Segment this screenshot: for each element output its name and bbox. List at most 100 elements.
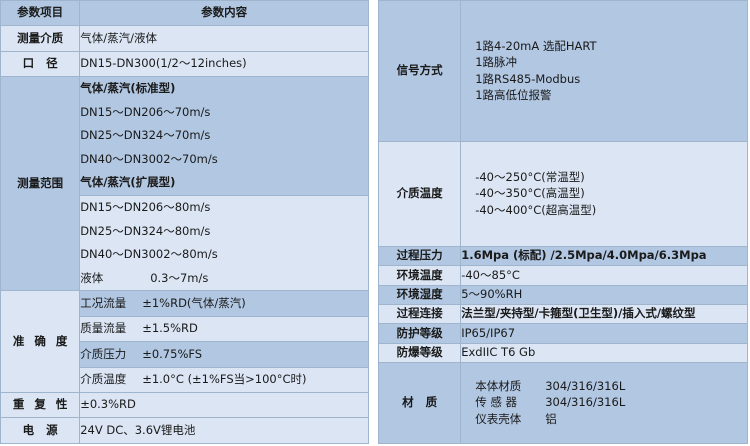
medium-temp-line-2: -40～400°C(超高温型)	[475, 202, 597, 217]
range-line-5-value: 6～80m/s	[155, 200, 211, 215]
table-row-medium-temp: 介质温度 -40～250°C(常温型) -40～350°C(高温型) -40～4…	[377, 141, 748, 247]
row-label-medium: 测量介质	[0, 25, 81, 52]
row-value-ambient-temp: -40～85°C	[460, 265, 748, 286]
row-value-medium-temp: -40～250°C(常温型) -40～350°C(高温型) -40～400°C(…	[460, 141, 748, 247]
signal-line-1: 1路脉冲	[475, 55, 518, 69]
range-line-1-value: 6～70m/s	[155, 104, 211, 119]
range-line-3-value: 2～70m/s	[163, 151, 218, 166]
material-line-2-value: 铝	[545, 411, 557, 426]
range-line-8: 液体 0.3～7m/s	[79, 266, 369, 292]
row-value-process-pressure: 1.6Mpa (标配) /2.5Mpa/4.0Mpa/6.3Mpa	[460, 245, 748, 267]
accuracy-line-2-value: ±0.75%FS	[142, 346, 203, 361]
left-spec-table-wrapper: 参数项目 参数内容 测量介质 气体/蒸汽/液体 口 径 DN15-DN300(1…	[0, 0, 369, 444]
table-row-range-2: DN15～DN206～70m/s	[1, 101, 369, 125]
range-line-7-value: 2～80m/s	[163, 247, 218, 262]
accuracy-line-0-key: 工况流量	[80, 295, 127, 310]
range-line-5: DN15～DN206～80m/s	[79, 194, 369, 220]
row-label-protection-grade: 防护等级	[377, 323, 462, 344]
table-row-process-connection: 过程连接 法兰型/夹持型/卡箍型(卫生型)/插入式/螺纹型	[377, 303, 748, 325]
range-line-8-value: 0.3～7m/s	[150, 270, 209, 285]
accuracy-line-2-key: 介质压力	[80, 346, 127, 361]
range-line-6-value: 4～80m/s	[155, 223, 211, 238]
table-row-accuracy-1: 准 确 度 工况流量 ±1%RD(气体/蒸汽)	[0, 290, 369, 394]
row-value-signal: 1路4-20mA 选配HART 1路脉冲 1路RS485-Modbus 1路高低…	[460, 0, 748, 142]
right-spec-table: 信号方式 1路4-20mA 选配HART 1路脉冲 1路RS485-Modbus…	[377, 0, 748, 444]
accuracy-line-1-key: 质量流量	[80, 321, 127, 336]
row-label-ambient-humidity: 环境湿度	[377, 284, 462, 305]
range-line-7: DN40～DN3002～80m/s	[79, 243, 369, 267]
range-line-2-value: 4～70m/s	[155, 128, 211, 143]
table-row-range-8: DN40～DN3002～80m/s	[1, 243, 369, 267]
accuracy-line-0-value: ±1%RD(气体/蒸汽)	[142, 295, 246, 310]
range-line-3: DN40～DN3002～70m/s	[79, 147, 369, 172]
row-value-size: DN15-DN300(1/2～12inches)	[79, 50, 369, 78]
signal-line-0: 1路4-20mA 选配HART	[475, 38, 597, 53]
accuracy-line-1: 质量流量 ±1.5%RD	[79, 315, 369, 343]
table-row-ambient-temp: 环境温度 -40～85°C	[377, 265, 748, 286]
range-line-6-key: DN25～DN32	[80, 223, 156, 238]
range-line-0: 气体/蒸汽(标准型)	[79, 76, 369, 102]
accuracy-line-0: 工况流量 ±1%RD(气体/蒸汽)	[79, 290, 369, 317]
table-row-process-pressure: 过程压力 1.6Mpa (标配) /2.5Mpa/4.0Mpa/6.3Mpa	[377, 245, 748, 267]
range-line-2-key: DN25～DN32	[80, 128, 156, 143]
accuracy-line-3: 介质温度 ±1.0°C (±1%FS当>100°C时)	[79, 366, 369, 394]
table-row-range-7: DN25～DN324～80m/s	[1, 219, 369, 244]
table-row-range-3: DN25～DN324～70m/s	[1, 124, 369, 148]
row-label-medium-temp: 介质温度	[377, 141, 462, 247]
material-line-1: 传 感 器 304/316/316L	[475, 395, 747, 412]
table-row-ambient-humidity: 环境湿度 5～90%RH	[377, 284, 748, 305]
table-row-accuracy-3: 介质压力 ±0.75%FS	[1, 341, 369, 368]
row-label-size: 口 径	[0, 50, 81, 78]
table-row-power: 电 源 24V DC、3.6V锂电池	[0, 417, 369, 444]
table-row-material: 材 质 本体材质 304/316/316L 传 感 器 304/316/316L 仪…	[377, 362, 748, 444]
table-row-explosion-grade: 防爆等级 ExdIIC T6 Gb	[377, 342, 748, 364]
row-label-accuracy: 准 确 度	[0, 290, 81, 394]
row-value-explosion-grade: ExdIIC T6 Gb	[460, 342, 748, 364]
material-line-0-key: 本体材质	[475, 378, 522, 393]
accuracy-line-2: 介质压力 ±0.75%FS	[79, 341, 369, 368]
accuracy-line-1-value: ±1.5%RD	[142, 321, 198, 336]
range-line-1: DN15～DN206～70m/s	[79, 101, 369, 125]
row-value-protection-grade: IP65/IP67	[460, 323, 748, 344]
table-row-header: 参数项目 参数内容	[0, 0, 369, 27]
table-row-range-1: 测量范围 气体/蒸汽(标准型)	[0, 76, 369, 292]
row-label-signal: 信号方式	[377, 0, 462, 142]
material-line-1-key: 传 感 器	[475, 395, 518, 410]
range-line-2: DN25～DN324～70m/s	[79, 124, 369, 148]
range-line-1-key: DN15～DN20	[80, 104, 156, 119]
row-label-process-pressure: 过程压力	[377, 245, 462, 267]
range-line-3-key: DN40～DN300	[80, 151, 164, 166]
material-line-2: 仪表壳体 铝	[475, 411, 747, 428]
material-line-0-value: 304/316/316L	[545, 378, 626, 393]
row-value-medium: 气体/蒸汽/液体	[79, 25, 369, 52]
range-line-5-key: DN15～DN20	[80, 200, 156, 215]
signal-line-3: 1路高低位报警	[475, 88, 552, 102]
medium-temp-line-0: -40～250°C(常温型)	[475, 169, 585, 184]
row-value-ambient-humidity: 5～90%RH	[460, 284, 748, 305]
row-value-process-connection: 法兰型/夹持型/卡箍型(卫生型)/插入式/螺纹型	[460, 303, 748, 325]
header-parameter-item: 参数项目	[0, 0, 81, 27]
range-line-8-key: 液体	[80, 270, 104, 285]
table-row-medium: 测量介质 气体/蒸汽/液体	[0, 25, 369, 52]
row-value-repeatability: ±0.3%RD	[79, 392, 369, 419]
row-label-power: 电 源	[0, 417, 81, 444]
material-line-1-value: 304/316/316L	[545, 395, 626, 410]
table-row-range-6: DN15～DN206～80m/s	[1, 194, 369, 220]
table-row-signal: 信号方式 1路4-20mA 选配HART 1路脉冲 1路RS485-Modbus…	[377, 0, 748, 142]
table-row-accuracy-4: 介质温度 ±1.0°C (±1%FS当>100°C时)	[1, 366, 369, 394]
table-row-size: 口 径 DN15-DN300(1/2～12inches)	[0, 50, 369, 78]
row-label-explosion-grade: 防爆等级	[377, 342, 462, 364]
accuracy-line-3-key: 介质温度	[80, 372, 127, 387]
row-label-repeatability: 重 复 性	[0, 392, 81, 419]
header-parameter-content: 参数内容	[79, 0, 369, 27]
medium-temp-line-1: -40～350°C(高温型)	[475, 186, 585, 201]
table-row-accuracy-2: 质量流量 ±1.5%RD	[1, 315, 369, 343]
material-line-2-key: 仪表壳体	[475, 411, 522, 426]
row-label-range: 测量范围	[0, 76, 81, 292]
row-value-power: 24V DC、3.6V锂电池	[79, 417, 369, 444]
table-row-repeatability: 重 复 性 ±0.3%RD	[0, 392, 369, 419]
row-label-process-connection: 过程连接	[377, 303, 462, 325]
accuracy-line-3-value: ±1.0°C (±1%FS当>100°C时)	[142, 372, 307, 387]
range-line-6: DN25～DN324～80m/s	[79, 219, 369, 244]
